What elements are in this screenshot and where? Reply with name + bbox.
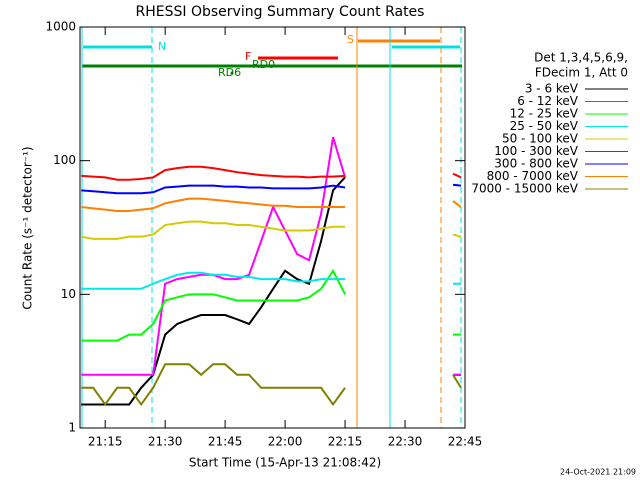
y-tick-label: 1 <box>68 421 76 435</box>
series-line <box>81 268 346 342</box>
x-tick-label: 21:45 <box>208 435 243 449</box>
x-axis-label: Start Time (15-Apr-13 21:08:42) <box>189 456 381 470</box>
series-line <box>81 363 346 407</box>
y-tick-label: 10 <box>61 287 76 301</box>
series-line <box>81 165 346 181</box>
legend-label: 100 - 300 keV <box>494 144 578 158</box>
legend-label: 50 - 100 keV <box>502 132 579 146</box>
annotation: RD0 <box>252 58 275 71</box>
series-line <box>452 374 462 389</box>
series-line <box>81 271 346 290</box>
x-tick-label: 21:15 <box>88 435 123 449</box>
x-tick-label: 21:30 <box>148 435 183 449</box>
series-line <box>81 220 346 240</box>
legend-label: 12 - 25 keV <box>510 107 579 121</box>
legend-label: 7000 - 15000 keV <box>471 182 578 196</box>
plot-frame <box>79 26 466 429</box>
annotation: N <box>158 40 166 53</box>
x-tick-label: 22:00 <box>268 435 303 449</box>
series-line <box>452 183 462 187</box>
series-line <box>81 197 346 213</box>
x-tick-label: 22:15 <box>328 435 363 449</box>
flags <box>82 39 462 75</box>
annotation: RD6 <box>218 66 241 79</box>
legend-label: 300 - 800 keV <box>494 157 578 171</box>
time-markers <box>81 27 462 428</box>
chart-title: RHESSI Observing Summary Count Rates <box>136 4 425 20</box>
legend-label: 6 - 12 keV <box>517 94 579 108</box>
legend-label: 800 - 7000 keV <box>487 169 579 183</box>
series-line <box>452 200 462 208</box>
annotation: F <box>245 50 251 63</box>
series-line <box>81 184 346 195</box>
x-tick-label: 22:30 <box>388 435 423 449</box>
x-tick-label: 22:45 <box>448 435 483 449</box>
legend-label: 25 - 50 keV <box>510 119 579 133</box>
annotation: S <box>347 33 354 46</box>
rd6-flag <box>230 71 234 75</box>
legend-header: FDecim 1, Att 0 <box>535 66 628 80</box>
series-line <box>452 233 462 238</box>
y-axis-label: Count Rate (s⁻¹ detector⁻¹) <box>21 146 35 309</box>
y-tick-label: 100 <box>53 153 76 167</box>
legend-label: 3 - 6 keV <box>525 82 579 96</box>
y-tick-label: 1000 <box>45 20 76 34</box>
footer: 24-Oct-2021 21:09 <box>560 468 636 477</box>
legend-header: Det 1,3,4,5,6,9, <box>534 51 628 65</box>
series-line <box>452 172 462 179</box>
